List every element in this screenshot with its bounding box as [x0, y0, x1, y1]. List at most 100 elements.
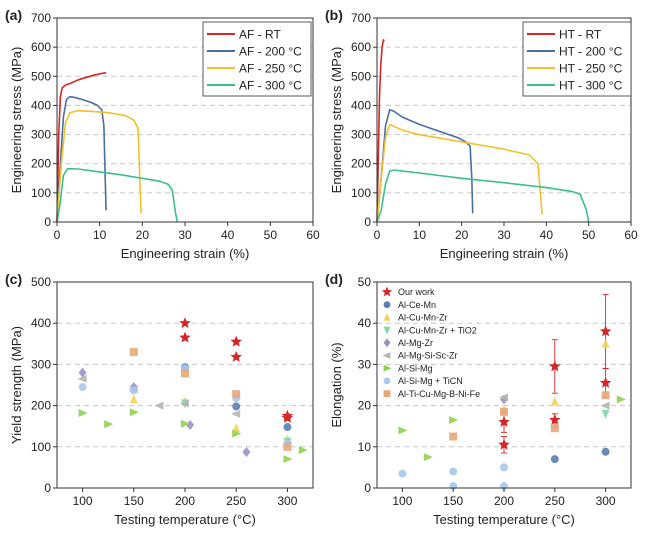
- data-point: [230, 335, 242, 347]
- data-point: [232, 390, 241, 399]
- y-tick-label: 0: [44, 481, 51, 495]
- data-point: [78, 367, 87, 378]
- y-tick-label: 300: [31, 128, 51, 142]
- y-tick-label: 500: [351, 69, 371, 83]
- data-point: [230, 350, 242, 362]
- data-point: [78, 383, 87, 392]
- data-point: [423, 453, 433, 462]
- x-tick-label: 200: [494, 494, 514, 508]
- panel-c: 100 150 200 250 300 0 100 200 300 400 500 Testing t…: [5, 271, 314, 527]
- legend-marker: [383, 313, 391, 321]
- y-axis-label: Elongation (%): [329, 342, 344, 427]
- data-point: [298, 446, 308, 455]
- y-tick-label: 400: [31, 98, 51, 112]
- data-point: [242, 447, 251, 458]
- data-point: [549, 414, 561, 425]
- series-line-1: [376, 109, 474, 223]
- legend-marker: [383, 338, 391, 348]
- data-point: [232, 429, 242, 438]
- legend-label: AF - RT: [239, 28, 281, 42]
- x-axis-label: Testing temperature (°C): [114, 512, 256, 527]
- y-axis-label: Yield strength (MPa): [9, 326, 24, 444]
- x-tick-label: 10: [93, 228, 107, 242]
- legend-marker: [383, 301, 391, 309]
- data-point: [550, 424, 559, 433]
- legend-label: AF - 200 °C: [239, 45, 302, 59]
- data-point: [601, 391, 610, 400]
- x-tick-label: 50: [582, 228, 596, 242]
- data-point: [498, 438, 510, 450]
- data-point: [601, 447, 610, 456]
- data-point: [78, 409, 88, 418]
- data-point: [181, 419, 190, 428]
- y-tick-label: 500: [31, 69, 51, 83]
- series-line-0: [376, 39, 385, 223]
- data-point: [129, 386, 138, 395]
- data-point: [104, 420, 114, 429]
- legend-label: HT - 300 °C: [559, 79, 623, 93]
- data-point: [77, 374, 87, 383]
- data-point: [231, 409, 241, 418]
- legend-label: Al-Si-Mg: [398, 363, 433, 373]
- legend-label: Al-Ti-Cu-Mg-B-Ni-Fe: [398, 389, 480, 399]
- data-point: [283, 423, 292, 432]
- legend-box: [202, 21, 312, 97]
- x-tick-label: 20: [455, 228, 469, 242]
- data-point: [599, 376, 612, 388]
- data-point: [180, 399, 189, 408]
- y-tick-label: 600: [31, 40, 51, 54]
- panel-label: (c): [5, 271, 22, 287]
- legend-marker: [383, 377, 391, 385]
- data-point: [449, 432, 458, 441]
- y-tick-label: 100: [31, 186, 51, 200]
- data-point: [129, 348, 138, 357]
- legend-label: AF - 250 °C: [239, 62, 302, 76]
- x-tick-label: 40: [221, 228, 235, 242]
- legend-label: HT - 250 °C: [559, 62, 623, 76]
- x-tick-label: 100: [73, 494, 93, 508]
- legend-marker: [381, 286, 393, 297]
- data-point: [500, 407, 508, 416]
- x-tick-label: 250: [545, 494, 565, 508]
- data-point: [129, 394, 138, 404]
- data-point: [232, 402, 241, 411]
- legend-label: Al-Cu-Mn-Zr + TiO2: [398, 325, 477, 335]
- panel-label: (d): [325, 271, 343, 287]
- data-point: [186, 419, 195, 430]
- y-tick-label: 600: [351, 40, 371, 54]
- data-point: [549, 360, 561, 372]
- x-tick-label: 150: [124, 494, 144, 508]
- y-tick-label: 200: [351, 157, 371, 171]
- data-point: [181, 369, 189, 378]
- y-tick-label: 0: [44, 215, 51, 229]
- panel-d: 100 150 200 250 300 0 10 20 30 40 50 Testing temper…: [325, 271, 632, 527]
- data-point: [129, 408, 139, 417]
- x-tick-label: 250: [226, 494, 246, 508]
- legend: Our work Al-Ce-Mn Al-Cu-Mn-Zr Al-Cu-Mn-Zr +…: [381, 286, 480, 399]
- y-tick-label: 400: [351, 98, 371, 112]
- y-tick-label: 40: [358, 316, 372, 330]
- legend-label: HT - 200 °C: [559, 45, 623, 59]
- data-point: [283, 442, 292, 451]
- x-tick-label: 100: [392, 494, 412, 508]
- series-line-3: [376, 169, 590, 223]
- y-tick-label: 400: [31, 316, 51, 330]
- legend-label: Our work: [398, 287, 435, 297]
- data-point: [398, 469, 407, 478]
- data-point: [154, 401, 164, 410]
- legend-label: Al-Cu-Mn-Zr: [398, 313, 448, 323]
- x-axis-label: Testing temperature (°C): [433, 512, 575, 527]
- y-tick-label: 100: [351, 186, 371, 200]
- y-tick-label: 300: [351, 128, 371, 142]
- x-tick-label: 20: [136, 228, 150, 242]
- panel-a: 0 10 20 30 40 50 600100200300400500600700Engin…: [5, 7, 320, 261]
- data-point: [601, 409, 610, 419]
- x-tick-label: 200: [175, 494, 195, 508]
- legend-label: Al-Si-Mg + TiCN: [398, 376, 463, 386]
- x-tick-label: 0: [54, 228, 61, 242]
- legend-label: Al-Mg-Zr: [398, 338, 433, 348]
- data-point: [500, 463, 508, 472]
- y-tick-label: 700: [31, 11, 51, 25]
- x-tick-label: 60: [624, 228, 638, 242]
